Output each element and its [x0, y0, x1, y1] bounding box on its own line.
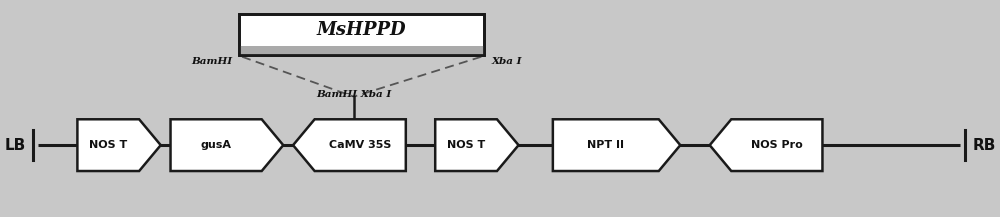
- Polygon shape: [77, 119, 161, 171]
- Polygon shape: [553, 119, 680, 171]
- Bar: [239, 14, 484, 55]
- Text: LB: LB: [4, 138, 25, 153]
- Text: BamHI: BamHI: [191, 57, 232, 66]
- Text: RB: RB: [972, 138, 996, 153]
- Polygon shape: [293, 119, 406, 171]
- Bar: [239, 14, 484, 55]
- Text: gusA: gusA: [201, 140, 232, 150]
- Text: NOS T: NOS T: [89, 140, 127, 150]
- Text: NOS Pro: NOS Pro: [751, 140, 803, 150]
- Polygon shape: [171, 119, 283, 171]
- Bar: [239, 46, 484, 55]
- Text: Xba I: Xba I: [491, 57, 522, 66]
- Text: MsHPPD: MsHPPD: [317, 21, 407, 39]
- Polygon shape: [435, 119, 519, 171]
- Text: NPT II: NPT II: [587, 140, 624, 150]
- Text: NOS T: NOS T: [447, 140, 485, 150]
- Text: BamHI Xba I: BamHI Xba I: [316, 90, 391, 99]
- Text: CaMV 35S: CaMV 35S: [329, 140, 391, 150]
- Polygon shape: [710, 119, 822, 171]
